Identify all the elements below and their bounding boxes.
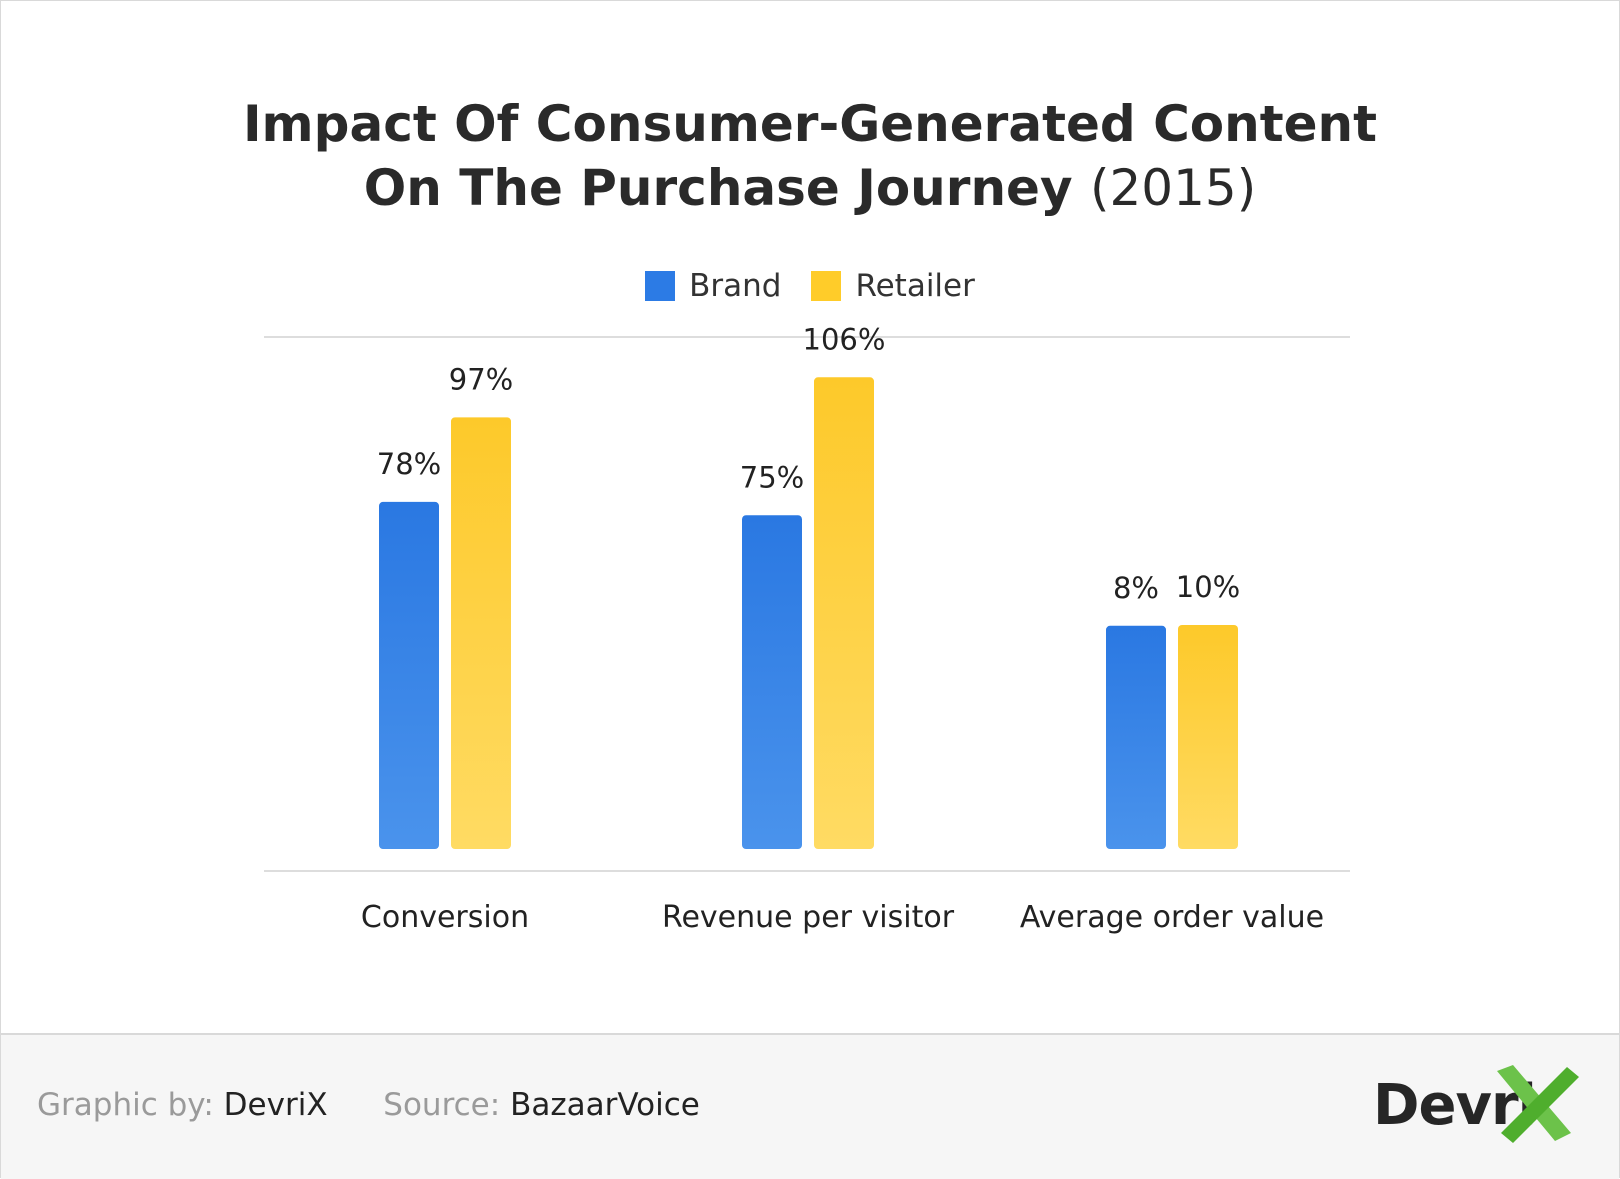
data-label-retailer-revenue-per-visitor: 106% <box>803 322 886 356</box>
bar-chart: 78% 97% 75% 106% 8% 10% Conversion Revenue per… <box>264 322 1350 935</box>
chart-title-year: (2015) <box>1089 159 1257 217</box>
bar-brand-average-order-value <box>1106 625 1166 849</box>
legend-swatch-retailer <box>811 271 842 301</box>
bar-brand-conversion <box>379 501 439 849</box>
category-label-conversion: Conversion <box>361 900 529 935</box>
category-label-revenue-per-visitor: Revenue per visitor <box>662 900 955 935</box>
chart-legend: Brand Retailer <box>0 268 1620 304</box>
bar-brand-revenue-per-visitor <box>742 515 802 849</box>
legend-label-retailer: Retailer <box>855 268 975 304</box>
source-value: BazaarVoice <box>510 1087 700 1123</box>
footer: Graphic by: DevriX Source: BazaarVoice D… <box>1 1033 1619 1179</box>
legend-item-brand: Brand <box>645 268 781 304</box>
data-label-brand-average-order-value: 8% <box>1113 571 1159 605</box>
bar-retailer-conversion <box>451 417 511 849</box>
legend-item-retailer: Retailer <box>811 268 975 304</box>
devrix-logo: Devri <box>1373 1061 1583 1151</box>
chart-title-line-2: On The Purchase Journey (2015) <box>0 156 1620 220</box>
legend-swatch-brand <box>645 271 676 301</box>
graphic-by-value: DevriX <box>223 1087 328 1123</box>
data-label-brand-revenue-per-visitor: 75% <box>740 460 804 494</box>
data-label-retailer-average-order-value: 10% <box>1176 570 1240 604</box>
category-label-average-order-value: Average order value <box>1020 900 1324 935</box>
devrix-x-icon <box>1497 1065 1579 1143</box>
graphic-by-label: Graphic by: <box>37 1087 214 1123</box>
legend-label-brand: Brand <box>689 268 782 304</box>
bar-retailer-average-order-value <box>1178 625 1238 849</box>
bar-retailer-revenue-per-visitor <box>814 377 874 849</box>
data-label-brand-conversion: 78% <box>377 447 441 481</box>
chart-title-main: On The Purchase Journey <box>363 159 1073 217</box>
chart-title-line-1: Impact Of Consumer-Generated Content <box>242 95 1378 153</box>
footer-credits: Graphic by: DevriX Source: BazaarVoice <box>37 1087 700 1123</box>
data-label-retailer-conversion: 97% <box>449 362 513 396</box>
source-label: Source: <box>383 1087 501 1123</box>
